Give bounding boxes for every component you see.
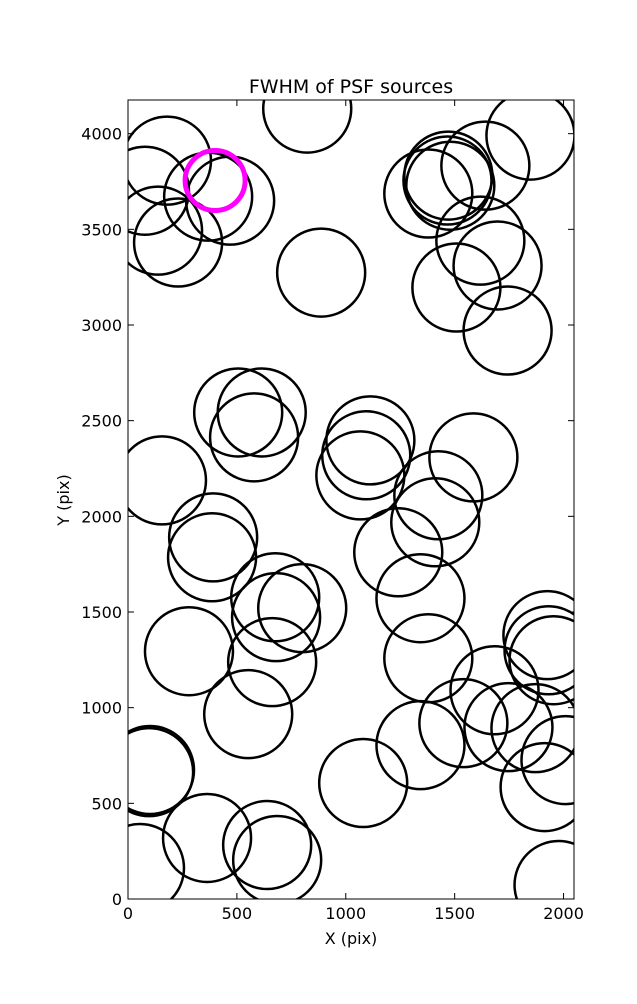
marker [128,185,204,276]
marker [503,605,574,696]
marker [435,195,526,286]
marker [208,392,300,483]
marker [490,682,574,774]
marker [231,814,323,899]
marker [499,741,574,833]
marker [317,737,409,829]
marker [261,100,353,154]
marker [383,148,474,239]
marker [202,668,294,760]
marker [513,839,574,899]
marker [192,367,284,458]
marker [128,822,186,899]
plot-area [128,100,574,899]
x-axis-label: X (pix) [325,929,378,948]
y-tick-label: 3500 [81,220,122,239]
y-tick-label: 2000 [81,507,122,526]
highlight-marker [182,148,248,214]
y-tick-label: 2500 [81,412,122,431]
marker [508,614,574,706]
marker [353,507,444,598]
axes-frame [127,99,575,900]
x-tick-label: 1000 [325,904,366,923]
marker [390,477,481,568]
marker [221,799,313,891]
marker [132,197,224,288]
marker [167,492,259,583]
marker [418,677,509,769]
marker [256,562,348,654]
marker [393,450,484,541]
marker [128,726,195,818]
y-tick-label: 1000 [81,699,122,718]
marker [375,699,466,791]
x-tick-label: 1500 [434,904,475,923]
x-tick-label: 2000 [543,904,584,923]
marker [226,616,318,708]
y-tick-label: 1500 [81,603,122,622]
marker [315,430,406,521]
y-tick-label: 0 [112,890,122,909]
marker [229,552,321,643]
marker [402,135,493,226]
marker [463,681,554,773]
marker [449,645,540,736]
y-axis-label: Y (pix) [54,474,73,526]
marker [375,552,466,644]
x-tick-label: 0 [123,904,133,923]
marker [440,120,531,211]
x-tick-label: 500 [222,904,253,923]
marker [325,395,416,486]
y-tick-label: 500 [91,794,122,813]
marker [405,140,496,231]
y-tick-label: 3000 [81,316,122,335]
marker [161,792,253,884]
marker [485,100,574,181]
chart-title: FWHM of PSF sources [249,76,453,98]
y-tick-label: 4000 [81,125,122,144]
marker [452,220,543,311]
marker [275,227,367,318]
marker [128,435,208,526]
marker [462,285,553,376]
marker [143,605,235,697]
marker [520,714,574,806]
marker [502,589,574,681]
